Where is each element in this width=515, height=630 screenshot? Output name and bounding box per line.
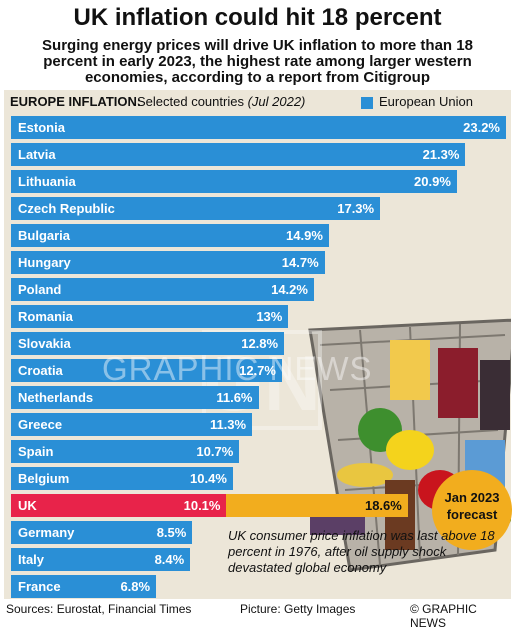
bar-category-label: Germany	[18, 525, 75, 540]
bar-value-label: 10.4%	[190, 471, 227, 486]
bar-france	[11, 575, 157, 598]
bar-value-label: 8.4%	[154, 552, 185, 567]
bar-value-label: 11.3%	[209, 417, 247, 432]
bar-value-label: 17.3%	[337, 201, 375, 216]
bar-value-label: 21.3%	[422, 147, 460, 162]
bar-value-label: 8.5%	[156, 525, 187, 540]
bar-category-label: Lithuania	[18, 174, 76, 189]
bar-value-label: 6.8%	[120, 579, 151, 594]
bar-value-label: 10.1%	[183, 498, 221, 513]
bar-category-label: Poland	[18, 282, 62, 297]
bar-romania	[11, 305, 289, 328]
bar-hungary	[11, 251, 325, 274]
bar-category-label: UK	[18, 498, 37, 513]
bar-value-label: 14.2%	[271, 282, 308, 297]
forecast-badge	[432, 470, 512, 550]
bar-germany	[11, 521, 193, 544]
bar-italy	[11, 548, 191, 571]
bar-greece	[11, 413, 253, 436]
footer-sources: Sources: Eurostat, Financial Times	[6, 602, 192, 616]
bar-value-label: 13%	[256, 309, 283, 324]
bar-category-label: Slovakia	[18, 336, 71, 351]
watermark-text: GRAPHIC NEWS	[102, 350, 373, 387]
bar-poland	[11, 278, 314, 301]
chart-heading-bold: EUROPE INFLATION:	[10, 94, 142, 109]
bar-category-label: Spain	[18, 444, 54, 459]
bar-bulgaria	[11, 224, 329, 247]
forecast-caption-line2: forecast	[446, 507, 498, 522]
bar-category-label: Estonia	[18, 120, 65, 135]
bar-category-label: Romania	[18, 309, 73, 324]
bar-category-label: Bulgaria	[18, 228, 71, 243]
bar-value-label: 20.9%	[414, 174, 451, 189]
forecast-caption: Jan 2023 forecast	[432, 489, 512, 523]
footer-copyright: © GRAPHIC NEWS	[410, 602, 477, 630]
bar-uk	[11, 494, 227, 517]
chart-heading: Selected countries (Jul 2022)	[137, 94, 305, 109]
bar-category-label: Hungary	[18, 255, 71, 270]
bar-category-label: Croatia	[18, 363, 63, 378]
bar-value-label: 14.9%	[286, 228, 323, 243]
bar-category-label: Italy	[18, 552, 45, 567]
bar-value-forecast-uk: 18.6%	[364, 498, 402, 513]
chart-annotation: UK consumer price inflation was last abo…	[228, 528, 495, 575]
bar-value-label: 23.2%	[463, 120, 500, 135]
page-subtitle: Surging energy prices will drive UK infl…	[42, 37, 473, 86]
bar-slovakia	[11, 332, 285, 355]
bar-czech-republic	[11, 197, 381, 220]
bar-netherlands	[11, 386, 259, 409]
bar-latvia	[11, 143, 466, 166]
bar-value-label: 12.7%	[239, 363, 276, 378]
bar-category-label: Czech Republic	[18, 201, 115, 216]
bar-category-label: Belgium	[18, 471, 70, 486]
bar-category-label: Netherlands	[18, 390, 94, 405]
bar-category-label: Greece	[18, 417, 63, 432]
bar-value-label: 14.7%	[281, 255, 319, 270]
bar-value-label: 12.8%	[241, 336, 279, 351]
bar-lithuania	[11, 170, 457, 193]
bar-value-label: 11.6%	[216, 390, 253, 405]
bar-category-label: France	[18, 579, 61, 594]
legend-label-eu: European Union	[379, 94, 473, 109]
chart-heading-period: (Jul 2022)	[247, 94, 306, 109]
chart-heading-text: Selected countries	[137, 94, 244, 109]
legend-swatch-eu	[361, 97, 373, 109]
bar-belgium	[11, 467, 233, 490]
bar-estonia	[11, 116, 506, 139]
bar-category-label: Latvia	[18, 147, 56, 162]
bar-spain	[11, 440, 240, 463]
bar-croatia	[11, 359, 282, 382]
forecast-caption-line1: Jan 2023	[444, 490, 500, 505]
page-title: UK inflation could hit 18 percent	[73, 4, 442, 31]
footer-picture-credit: Picture: Getty Images	[240, 602, 356, 616]
bar-value-label: 10.7%	[196, 444, 234, 459]
